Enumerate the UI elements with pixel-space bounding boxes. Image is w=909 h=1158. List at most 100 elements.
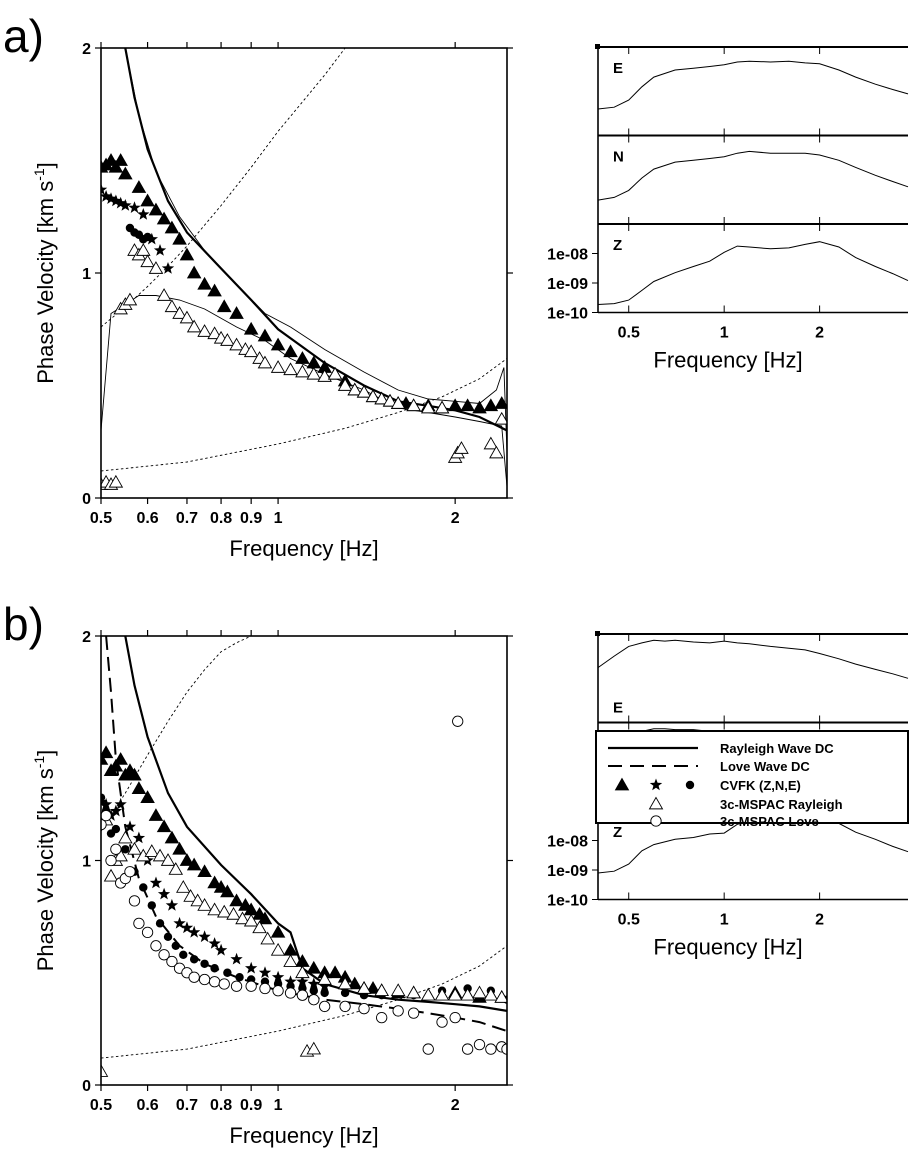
data-point-cvfk-n [109,804,123,817]
data-point-cvfk-z [164,830,180,844]
y-tick-label: 1e-09 [547,863,588,880]
legend: Rayleigh Wave DC Love Wave DC CVFK (Z,N,E)… [595,730,909,829]
data-point-cvfk-z [207,875,222,889]
x-tick-label: 1 [720,912,729,929]
data-point-cvfk-n [173,916,186,929]
data-point-3c-mspac-love [339,1000,351,1013]
dispersion-chart-a: 0.5 0.6 0.7 0.8 0.9 1 2 0 1 2 Frequency [Hz] Phase … [31,41,513,561]
data-point-cvfk-z [197,276,212,290]
data-point-cvfk-n [128,201,141,213]
data-point-3c-mspac-rayleigh [347,382,363,396]
legend-marker-triangle-filled [614,777,630,791]
data-point-cvfk-n [245,961,258,974]
data-point-3c-mspac-rayleigh [220,333,235,346]
data-point-3c-mspac-rayleigh [190,893,205,907]
data-point-3c-mspac-love [141,926,154,938]
data-point-3c-mspac-rayleigh [406,985,421,999]
data-point-cvfk-e [139,883,148,892]
corner-mark [595,631,600,636]
data-point-3c-mspac-love [166,955,178,968]
data-point-3c-mspac-rayleigh [156,288,172,301]
data-point-cvfk-e [210,964,219,973]
data-point-cvfk-e [121,845,130,854]
data-point-cvfk-z [483,398,499,412]
data-point-cvfk-z [164,220,180,234]
data-point-cvfk-n [101,797,113,810]
data-point-cvfk-n [101,190,113,202]
data-point-cvfk-z [229,893,244,907]
data-point-3c-mspac-love [158,949,170,961]
x-tick-label: 0.6 [136,1097,158,1114]
data-point-3c-mspac-rayleigh [164,299,180,313]
data-point-cvfk-e [147,901,157,910]
data-point-cvfk-n [284,975,297,987]
y-tick-label: 2 [82,629,91,646]
data-point-3c-mspac-rayleigh [179,310,195,324]
data-point-cvfk-z [101,745,114,759]
data-point-3c-mspac-rayleigh [257,355,273,369]
data-point-3c-mspac-love [376,1012,388,1024]
data-point-3c-mspac-love [259,982,271,995]
x-tick-label: 2 [815,912,824,929]
data-point-cvfk-n [132,831,146,844]
data-point-3c-mspac-rayleigh [186,319,202,333]
y-axis-label-close: ] [33,750,58,756]
data-point-cvfk-z [172,841,187,855]
component-label-n: N [613,149,624,166]
legend-label: Rayleigh Wave DC [720,741,834,756]
data-point-cvfk-e [143,232,152,242]
x-axis-label: Frequency [Hz] [653,348,802,373]
x-tick-label: 1 [720,325,729,342]
data-point-3c-mspac-rayleigh [113,848,128,862]
y-tick-label: 1 [82,854,91,871]
data-point-3c-mspac-rayleigh [270,360,286,373]
data-point-cvfk-z [172,231,187,245]
data-point-cvfk-z [186,265,202,279]
data-point-3c-mspac-rayleigh [317,369,332,382]
data-point-cvfk-z [213,880,229,893]
x-tick-label: 2 [451,1097,460,1114]
data-point-3c-mspac-rayleigh [317,972,332,985]
x-tick-label: 2 [451,510,460,527]
y-tick-label: 1e-08 [547,247,588,264]
data-point-3c-mspac-rayleigh [295,364,310,378]
x-tick-label: 1 [274,1097,283,1114]
data-point-3c-mspac-rayleigh [434,987,450,1001]
data-point-3c-mspac-rayleigh [252,920,267,934]
data-point-3c-mspac-rayleigh [226,906,241,920]
data-point-3c-mspac-love [485,1043,497,1055]
y-axis-label: Phase Velocity [km s-1] [31,750,58,972]
data-point-cvfk-z [243,321,259,335]
series-line-rayleigh-wave-dc [124,636,507,1012]
data-point-cvfk-e [111,824,121,834]
data-point-3c-mspac-rayleigh [235,911,250,925]
data-point-cvfk-n [307,977,320,990]
data-point-cvfk-n [101,183,108,195]
data-point-3c-mspac-rayleigh [454,441,469,454]
data-point-cvfk-n [137,208,150,220]
data-point-3c-mspac-love [208,976,221,988]
y-axis-label-main: Phase Velocity [km s [33,768,58,971]
data-point-cvfk-z [197,864,212,878]
data-point-3c-mspac-love [128,895,141,907]
x-tick-label: 0.5 [90,1097,112,1114]
data-point-cvfk-z [229,306,244,319]
data-point-cvfk-n [161,262,175,274]
data-point-3c-mspac-love [473,1038,486,1051]
data-point-cvfk-e [101,793,106,802]
data-point-3c-mspac-rayleigh [420,400,436,414]
data-point-3c-mspac-love [110,843,122,855]
spectrum-line-n [597,150,909,201]
data-point-3c-mspac-rayleigh [365,389,381,403]
data-point-3c-mspac-rayleigh [472,985,487,999]
data-point-cvfk-n [114,196,127,209]
data-point-cvfk-z [216,299,232,313]
data-point-cvfk-z [270,337,286,351]
data-point-cvfk-n [104,192,118,204]
data-point-3c-mspac-rayleigh [447,987,463,1001]
data-point-cvfk-z [306,960,322,974]
data-point-cvfk-z [257,911,273,925]
data-point-3c-mspac-love [105,854,117,867]
data-point-3c-mspac-love [436,1016,448,1028]
